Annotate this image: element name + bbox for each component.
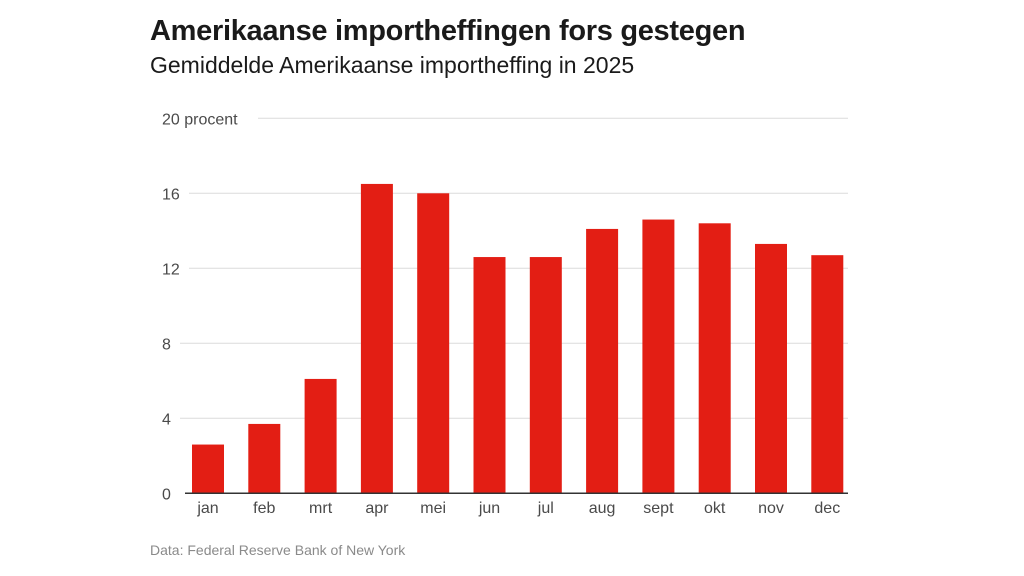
gridlines	[180, 117, 848, 419]
x-tick-label: nov	[758, 500, 784, 517]
bar-mrt	[304, 378, 337, 494]
x-tick-label: jul	[537, 500, 554, 517]
bar-feb	[248, 423, 281, 494]
x-tick-label: sept	[643, 500, 674, 517]
bar-jun	[473, 257, 506, 494]
y-tick-label: 20 procent	[162, 111, 238, 128]
bar-jul	[529, 257, 562, 494]
bar-okt	[698, 223, 731, 494]
bar-sept	[642, 219, 675, 494]
x-tick-label: dec	[814, 500, 840, 517]
bar-nov	[755, 243, 787, 494]
y-tick-label: 12	[162, 261, 180, 278]
data-source: Data: Federal Reserve Bank of New York	[150, 542, 406, 558]
y-tick-label: 16	[162, 186, 180, 203]
y-tick-label: 0	[162, 486, 171, 503]
bar-jan	[192, 444, 224, 494]
x-tick-label: apr	[365, 500, 389, 517]
chart-subtitle: Gemiddelde Amerikaanse importheffing in …	[150, 52, 635, 78]
bar-mei	[417, 193, 450, 494]
x-tick-label: jan	[196, 500, 218, 517]
x-tick-label: feb	[253, 500, 275, 517]
axes: 0 4 8 12 16 20 procent jan feb mrt apr mei jun jul au…	[162, 111, 848, 517]
y-tick-label: 8	[162, 336, 171, 353]
bar-aug	[586, 228, 619, 494]
x-tick-label: jun	[478, 500, 500, 517]
bar-apr	[360, 183, 393, 494]
chart-title: Amerikaanse importheffingen fors gestege…	[150, 15, 746, 47]
bars	[192, 183, 844, 494]
x-tick-label: mrt	[309, 500, 333, 517]
bar-dec	[811, 255, 844, 494]
x-tick-label: okt	[704, 500, 726, 517]
x-tick-label: aug	[589, 500, 616, 517]
x-tick-label: mei	[420, 500, 446, 517]
y-tick-label: 4	[162, 411, 171, 428]
